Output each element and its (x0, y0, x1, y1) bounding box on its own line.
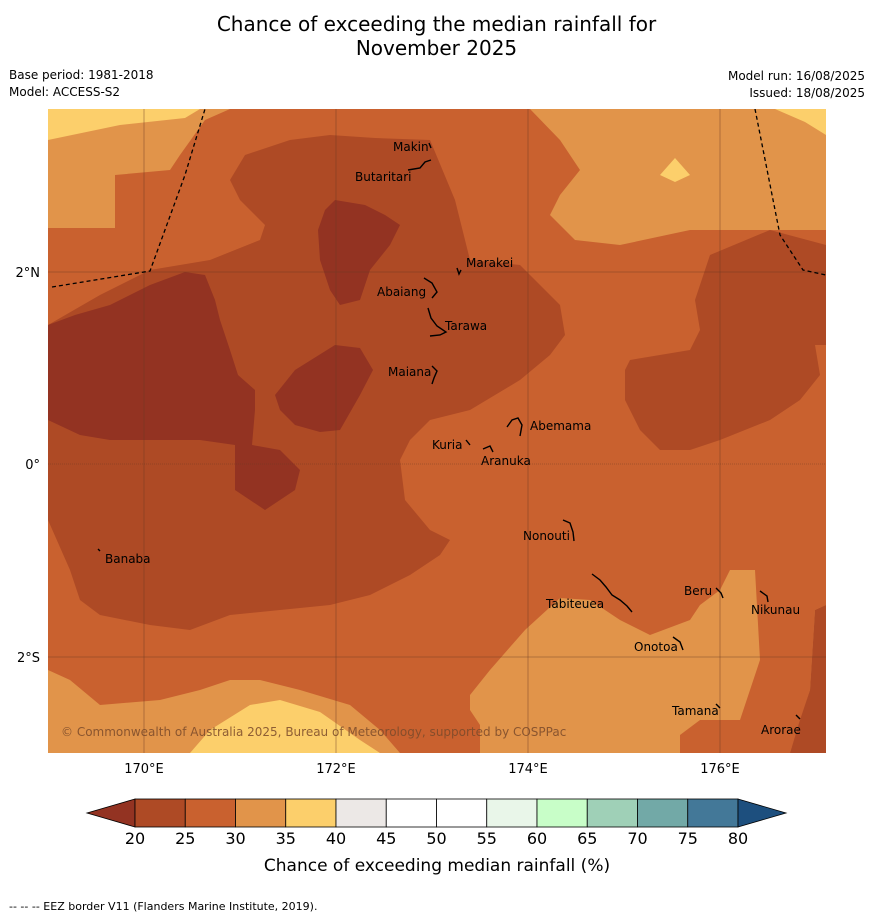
title-line-2: November 2025 (355, 36, 518, 60)
zone-35-40-tip (660, 158, 690, 182)
colorbar-tick-label: 75 (678, 829, 698, 848)
colorbar-tick-label: 25 (175, 829, 195, 848)
colorbar-over-arrow (737, 798, 788, 828)
model-run: Model run: 16/08/2025 (727, 69, 865, 83)
island-nikunau (759, 590, 769, 603)
colorbar-segment (385, 798, 437, 828)
zone-below-20-center (275, 345, 373, 432)
label-abemama: Abemama (530, 419, 591, 433)
colorbar-segment (687, 798, 739, 828)
lat-label-2n: 2°N (16, 266, 41, 281)
colorbar-tick-label: 45 (376, 829, 396, 848)
place-labels: Makin Butaritari Marakei Abaiang Tarawa … (105, 140, 801, 737)
zone-35-40-bottom (190, 700, 380, 753)
island-maiana (431, 365, 438, 385)
label-onotoa: Onotoa (634, 640, 678, 654)
meta-left: Base period: 1981-2018 Model: ACCESS-S2 (9, 67, 154, 101)
meta-right: Model run: 16/08/2025 Issued: 18/08/2025 (728, 68, 865, 102)
zone-20-25-east (625, 230, 826, 450)
label-kuria: Kuria (432, 438, 463, 452)
colorbar-segment (486, 798, 538, 828)
island-abemama (506, 417, 523, 437)
colorbar-segment (335, 798, 387, 828)
label-nonouti: Nonouti (523, 529, 570, 543)
island-butaritari (407, 159, 432, 171)
label-tamana: Tamana (671, 704, 719, 718)
colorbar-tick-label: 55 (477, 829, 497, 848)
island-onotoa (672, 636, 684, 651)
label-maiana: Maiana (388, 365, 431, 379)
lon-label-170e: 170°E (124, 762, 164, 777)
colorbar-segment (436, 798, 488, 828)
eez-border (51, 109, 826, 288)
island-outlines (97, 142, 801, 720)
eez-footnote: -- -- -- EEZ border V11 (Flanders Marine… (9, 900, 318, 913)
axis-labels: 2°N 0° 2°S 170°E 172°E 174°E 176°E (16, 266, 740, 777)
colorbar-segment (235, 798, 287, 828)
label-tabiteuea: Tabiteuea (545, 597, 604, 611)
island-makin (428, 142, 432, 149)
island-tamana (715, 703, 721, 709)
island-arorae (795, 714, 801, 720)
colorbar-tick-label: 70 (627, 829, 647, 848)
island-abaiang (423, 277, 438, 299)
colorbar-segment (134, 798, 186, 828)
colorbar-segment (285, 798, 337, 828)
label-butaritari: Butaritari (355, 170, 412, 184)
colorbar-tick-label: 30 (225, 829, 245, 848)
label-marakei: Marakei (466, 256, 513, 270)
zone-35-40-top-left (48, 109, 200, 140)
colorbar-tick-label: 65 (577, 829, 597, 848)
zone-35-40-top-right (775, 109, 826, 135)
lon-label-176e: 176°E (700, 762, 740, 777)
colorbar: 20 25 30 35 40 45 50 55 60 65 70 75 80 (85, 798, 788, 848)
graticule (48, 109, 826, 753)
island-kuria (465, 439, 471, 446)
colorbar-segment (586, 798, 638, 828)
colorbar-tick-label: 20 (125, 829, 145, 848)
colorbar-segment (536, 798, 588, 828)
colorbar-segment (184, 798, 236, 828)
map-title: Chance of exceeding the median rainfall … (0, 12, 873, 60)
base-period: Base period: 1981-2018 (9, 68, 154, 82)
issued-date: Issued: 18/08/2025 (749, 86, 865, 100)
colorbar-tick-label: 35 (276, 829, 296, 848)
island-beru (715, 587, 724, 599)
colorbar-tick-label: 60 (527, 829, 547, 848)
island-tarawa (427, 307, 448, 337)
lat-label-2s: 2°S (17, 651, 40, 666)
label-banaba: Banaba (105, 552, 151, 566)
label-aranuka: Aranuka (481, 454, 531, 468)
colorbar-segment (637, 798, 689, 828)
island-marakei (456, 267, 462, 276)
island-tabiteuea (591, 573, 633, 613)
island-banaba (97, 548, 101, 552)
island-aranuka (482, 445, 494, 453)
rainfall-map: Makin Butaritari Marakei Abaiang Tarawa … (48, 109, 826, 753)
label-tarawa: Tarawa (444, 319, 487, 333)
zone-below-20-west (48, 272, 300, 510)
colorbar-under-arrow (85, 798, 136, 828)
label-nikunau: Nikunau (751, 603, 800, 617)
label-arorae: Arorae (761, 723, 801, 737)
colorbar-tick-label: 80 (728, 829, 748, 848)
copyright-notice: © Commonwealth of Australia 2025, Bureau… (61, 725, 566, 739)
lon-label-174e: 174°E (508, 762, 548, 777)
zone-below-20-north (318, 200, 400, 305)
label-beru: Beru (684, 584, 712, 598)
model-name: Model: ACCESS-S2 (9, 85, 121, 99)
colorbar-label: Chance of exceeding median rainfall (%) (264, 856, 610, 876)
zone-20-25-southeast (790, 605, 826, 753)
island-nonouti (562, 519, 575, 542)
colorbar-tick-label: 40 (326, 829, 346, 848)
lat-label-0: 0° (25, 458, 40, 473)
label-abaiang: Abaiang (377, 285, 426, 299)
label-makin: Makin (393, 140, 429, 154)
title-line-1: Chance of exceeding the median rainfall … (216, 12, 657, 36)
colorbar-tick-label: 50 (426, 829, 446, 848)
lon-label-172e: 172°E (316, 762, 356, 777)
